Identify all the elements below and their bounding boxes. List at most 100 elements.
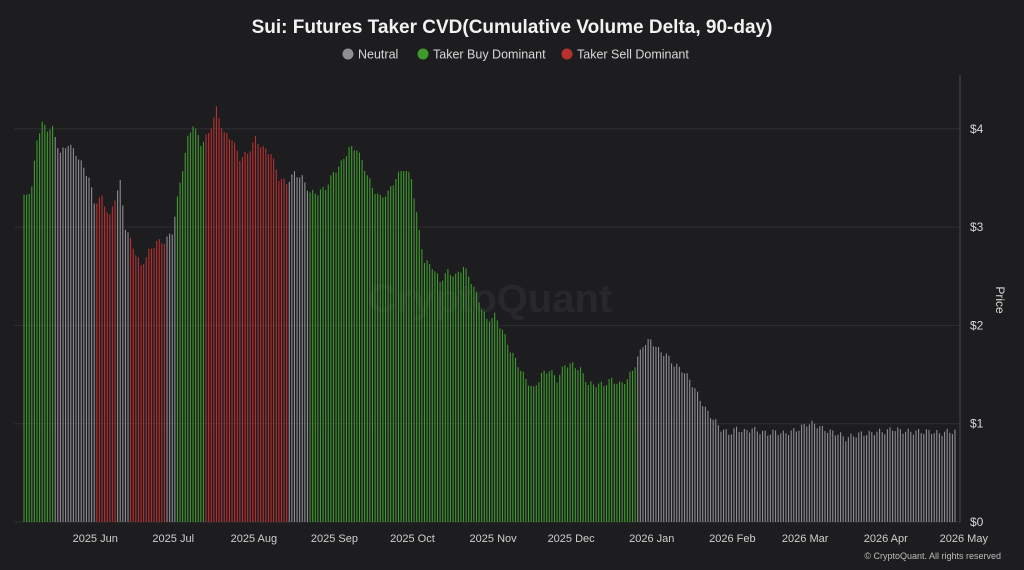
bar bbox=[762, 430, 764, 522]
legend-item-buy[interactable]: Taker Buy Dominant bbox=[417, 48, 547, 62]
y-tick-label: $4 bbox=[970, 122, 984, 136]
bar bbox=[462, 266, 465, 522]
bar bbox=[197, 134, 199, 522]
bar bbox=[57, 148, 59, 523]
bar bbox=[195, 128, 197, 522]
bar bbox=[156, 240, 158, 522]
bar bbox=[546, 373, 548, 522]
bar bbox=[533, 386, 535, 522]
bar bbox=[439, 281, 441, 522]
bar bbox=[208, 132, 210, 523]
bar bbox=[814, 423, 816, 522]
bar bbox=[936, 429, 938, 522]
watermark: CryptoQuant bbox=[368, 277, 612, 321]
legend-item-sell[interactable]: Taker Sell Dominant bbox=[561, 48, 690, 62]
bar bbox=[879, 428, 881, 522]
bar bbox=[512, 352, 514, 522]
bar bbox=[221, 128, 223, 522]
bar bbox=[286, 184, 288, 522]
bar bbox=[475, 291, 478, 522]
bar bbox=[624, 384, 626, 522]
bar bbox=[824, 431, 826, 522]
bar bbox=[169, 233, 171, 522]
bar bbox=[135, 255, 137, 522]
bar bbox=[119, 179, 121, 522]
bar bbox=[652, 346, 654, 522]
bar bbox=[457, 271, 459, 522]
bar bbox=[629, 371, 631, 522]
bar bbox=[59, 152, 61, 522]
bar bbox=[122, 205, 124, 522]
bar bbox=[223, 132, 225, 522]
x-tick-label: 2026 Feb bbox=[709, 533, 755, 545]
bar bbox=[72, 148, 74, 522]
bar bbox=[764, 430, 766, 522]
bar bbox=[569, 363, 571, 522]
legend-item-neutral[interactable]: Neutral bbox=[342, 48, 399, 62]
bar bbox=[322, 187, 324, 522]
bar bbox=[252, 142, 254, 523]
x-tick-label: 2026 Mar bbox=[782, 533, 829, 545]
bar bbox=[639, 349, 641, 522]
bar bbox=[426, 260, 428, 522]
bar bbox=[816, 428, 818, 522]
bar bbox=[260, 147, 262, 522]
bar bbox=[366, 175, 368, 522]
bar bbox=[785, 433, 787, 522]
bar bbox=[54, 136, 56, 522]
bar bbox=[866, 435, 868, 522]
bar bbox=[483, 311, 485, 522]
bar bbox=[738, 432, 740, 522]
bar bbox=[364, 170, 366, 522]
bar bbox=[561, 366, 563, 522]
bar bbox=[78, 159, 80, 522]
bar bbox=[527, 385, 530, 522]
y-tick-label: $2 bbox=[970, 318, 984, 332]
bar bbox=[673, 366, 675, 522]
bar bbox=[91, 187, 93, 523]
bar bbox=[590, 381, 592, 522]
x-tick-label: 2026 Apr bbox=[864, 533, 908, 545]
bar bbox=[174, 216, 176, 523]
bar bbox=[400, 171, 402, 523]
bar bbox=[912, 434, 914, 522]
bar bbox=[670, 363, 673, 522]
bar bbox=[842, 436, 844, 522]
bar bbox=[397, 171, 400, 522]
bar bbox=[213, 117, 215, 523]
bar bbox=[254, 136, 256, 522]
bar bbox=[236, 150, 238, 522]
bar bbox=[49, 129, 51, 522]
bar bbox=[83, 167, 85, 522]
bar bbox=[468, 276, 470, 522]
bar bbox=[535, 385, 537, 522]
bar bbox=[132, 248, 134, 522]
bar bbox=[907, 428, 909, 522]
bar bbox=[860, 431, 862, 522]
bar bbox=[712, 419, 714, 522]
bar bbox=[325, 190, 327, 522]
bar bbox=[486, 318, 488, 522]
bar bbox=[798, 430, 800, 522]
bar bbox=[668, 355, 670, 522]
bar bbox=[215, 106, 217, 522]
bar bbox=[689, 379, 691, 522]
bar bbox=[704, 406, 706, 522]
x-tick-label: 2025 Aug bbox=[231, 533, 278, 545]
bar bbox=[33, 160, 35, 523]
chart-title: Sui: Futures Taker CVD(Cumulative Volume… bbox=[252, 17, 773, 38]
bar bbox=[356, 150, 358, 523]
bar bbox=[23, 194, 25, 522]
bar bbox=[267, 154, 270, 522]
bar bbox=[691, 387, 693, 522]
bar bbox=[650, 339, 652, 522]
bar bbox=[941, 435, 943, 522]
bar bbox=[449, 275, 452, 522]
bar bbox=[109, 214, 111, 523]
bar bbox=[351, 145, 353, 522]
bar bbox=[371, 187, 374, 522]
bar bbox=[473, 286, 475, 522]
bar bbox=[642, 347, 644, 522]
bar bbox=[392, 185, 394, 522]
